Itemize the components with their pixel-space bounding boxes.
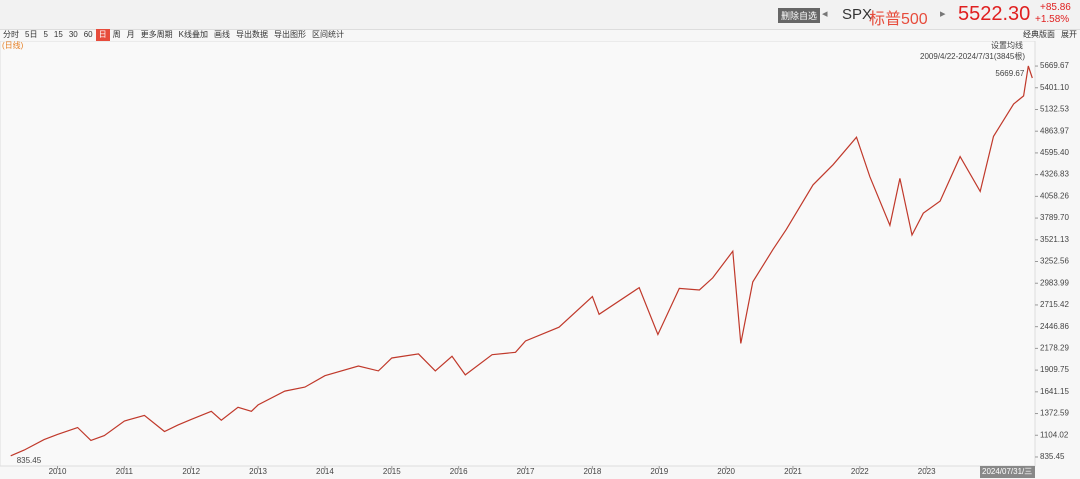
- cursor-date: 2024/07/31/三: [982, 467, 1032, 476]
- y-tick-label: 5401.10: [1040, 83, 1069, 92]
- y-tick-label: 4058.26: [1040, 191, 1069, 200]
- toolbar-item[interactable]: 画线: [213, 30, 230, 39]
- x-tick-label: 2023: [918, 467, 936, 476]
- x-tick-label: 2016: [450, 467, 468, 476]
- y-tick-label: 1104.02: [1040, 430, 1069, 439]
- x-tick-label: 2012: [182, 467, 200, 476]
- y-tick-label: 1909.75: [1040, 365, 1069, 374]
- toolbar-item[interactable]: 周: [112, 30, 121, 39]
- toolbar-item[interactable]: 5: [43, 30, 48, 39]
- toolbar-item[interactable]: 区间统计: [311, 30, 344, 39]
- x-tick-label: 2015: [383, 467, 401, 476]
- y-tick-label: 5669.67: [1040, 61, 1069, 70]
- header: 删除自选 ◂ SPX 标普500 ▸ 5522.30 +85.86 +1.58%: [0, 0, 1080, 30]
- toolbar-item[interactable]: 导出图形: [273, 30, 306, 39]
- chart: (日线) 设置均线 2009/4/22-2024/7/31(3845根) 202…: [0, 41, 1069, 478]
- y-tick-label: 3521.13: [1040, 235, 1069, 244]
- max-label: 5669.67: [995, 69, 1024, 78]
- y-tick-label: 2178.29: [1040, 343, 1069, 352]
- plot-area: [0, 41, 1036, 467]
- next[interactable]: ▸: [940, 8, 946, 20]
- change: +85.86: [1040, 2, 1071, 13]
- y-tick-label: 1372.59: [1040, 409, 1069, 418]
- price-line: [10, 65, 1033, 457]
- toolbar-item[interactable]: 经典版面: [1023, 30, 1055, 39]
- y-tick-label: 2446.86: [1040, 322, 1069, 331]
- x-tick-label: 2018: [583, 467, 601, 476]
- y-tick-label: 2715.42: [1040, 300, 1069, 309]
- y-tick-label: 2983.99: [1040, 278, 1069, 287]
- y-tick-label: 4326.83: [1040, 170, 1069, 179]
- cursor-date-box: [980, 466, 1035, 478]
- y-tick-label: 3252.56: [1040, 257, 1069, 266]
- x-tick-label: 2022: [851, 467, 869, 476]
- x-tick-label: 2013: [249, 467, 267, 476]
- x-tick-label: 2020: [717, 467, 735, 476]
- x-tick-label: 2011: [116, 467, 134, 476]
- toolbar-item[interactable]: 5日: [25, 30, 38, 39]
- x-tick-label: 2010: [49, 467, 67, 476]
- y-tick-label: 835.45: [1040, 452, 1065, 461]
- y-tick-label: 4863.97: [1040, 126, 1069, 135]
- x-tick-label: 2019: [650, 467, 668, 476]
- price: 5522.30: [958, 3, 1031, 25]
- symbol: SPX: [842, 6, 873, 23]
- ma-setting[interactable]: 设置均线: [991, 41, 1023, 50]
- toolbar-item[interactable]: 月: [126, 30, 135, 39]
- toolbar-item[interactable]: 展开: [1061, 30, 1077, 39]
- prev[interactable]: ◂: [822, 8, 828, 20]
- toolbar-item[interactable]: 更多周期: [140, 30, 173, 39]
- x-tick-label: 2021: [784, 467, 802, 476]
- remove-button[interactable]: 删除自选: [778, 8, 821, 23]
- toolbar-item[interactable]: 30: [68, 30, 78, 39]
- y-tick-label: 1641.15: [1040, 387, 1069, 396]
- change-pct: +1.58%: [1035, 14, 1070, 25]
- toolbar-item[interactable]: 60: [83, 30, 93, 39]
- range-label: 2009/4/22-2024/7/31(3845根): [920, 51, 1025, 61]
- x-tick-label: 2017: [517, 467, 535, 476]
- toolbar-item[interactable]: 15: [53, 30, 63, 39]
- min-label: 835.45: [17, 456, 42, 465]
- toolbar-item[interactable]: 日: [95, 29, 110, 41]
- y-tick-label: 5132.53: [1040, 105, 1069, 114]
- toolbar-item[interactable]: K线叠加: [178, 30, 208, 39]
- y-tick-label: 3789.70: [1040, 213, 1069, 222]
- toolbar-item[interactable]: 导出数据: [235, 30, 268, 39]
- name: 标普500: [869, 11, 928, 28]
- toolbar-right: 经典版面 展开: [1020, 29, 1080, 41]
- y-tick-label: 4595.40: [1040, 148, 1069, 157]
- x-tick-label: 2014: [316, 467, 334, 476]
- period-label: (日线): [2, 41, 24, 50]
- toolbar-item[interactable]: 分时: [3, 30, 19, 39]
- toolbar: 分时 5日 5 15 30 60 日周月更多周期 K线叠加 画线 导出数据 导出图形 区间统计 经典版面…: [0, 29, 1080, 41]
